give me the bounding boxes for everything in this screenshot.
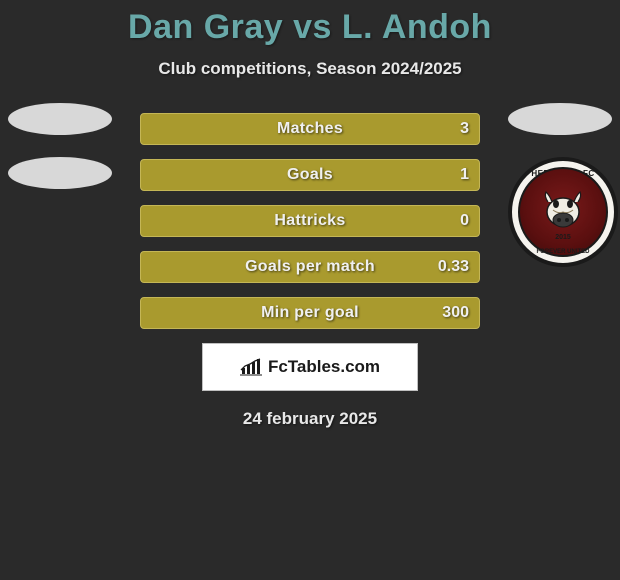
subtitle: Club competitions, Season 2024/2025 bbox=[0, 59, 620, 79]
stat-label: Matches bbox=[277, 120, 343, 138]
site-logo-text: FcTables.com bbox=[268, 357, 380, 377]
player-photo-placeholder bbox=[8, 103, 112, 135]
stat-label: Min per goal bbox=[261, 304, 359, 322]
club-motto-text: FOREVER UNITED bbox=[536, 249, 589, 255]
stat-value: 0 bbox=[460, 212, 469, 230]
bull-icon bbox=[538, 190, 588, 230]
date-text: 24 february 2025 bbox=[0, 409, 620, 429]
stat-bars: Matches 3 Goals 1 Hattricks 0 Goals per … bbox=[140, 113, 480, 329]
stat-label: Goals per match bbox=[245, 258, 375, 276]
stat-value: 0.33 bbox=[438, 258, 469, 276]
stat-row-min-per-goal: Min per goal 300 bbox=[140, 297, 480, 329]
stat-value: 1 bbox=[460, 166, 469, 184]
stat-row-hattricks: Hattricks 0 bbox=[140, 205, 480, 237]
stat-label: Goals bbox=[287, 166, 333, 184]
club-badge-inner bbox=[518, 167, 608, 257]
stat-value: 300 bbox=[442, 304, 469, 322]
chart-icon bbox=[240, 358, 262, 376]
comparison-card: Dan Gray vs L. Andoh Club competitions, … bbox=[0, 0, 620, 429]
stats-area: HEREFORD FC 2015 bbox=[0, 113, 620, 329]
right-player-column: HEREFORD FC 2015 bbox=[508, 103, 612, 267]
site-logo-box: FcTables.com bbox=[202, 343, 418, 391]
player-photo-placeholder bbox=[508, 103, 612, 135]
club-logo-placeholder bbox=[8, 157, 112, 189]
club-year-text: 2015 bbox=[555, 234, 571, 241]
stat-value: 3 bbox=[460, 120, 469, 138]
stat-row-goals-per-match: Goals per match 0.33 bbox=[140, 251, 480, 283]
page-title: Dan Gray vs L. Andoh bbox=[0, 8, 620, 47]
stat-row-goals: Goals 1 bbox=[140, 159, 480, 191]
club-badge: HEREFORD FC 2015 bbox=[508, 157, 618, 267]
left-player-column bbox=[8, 103, 112, 211]
stat-row-matches: Matches 3 bbox=[140, 113, 480, 145]
stat-label: Hattricks bbox=[274, 212, 345, 230]
